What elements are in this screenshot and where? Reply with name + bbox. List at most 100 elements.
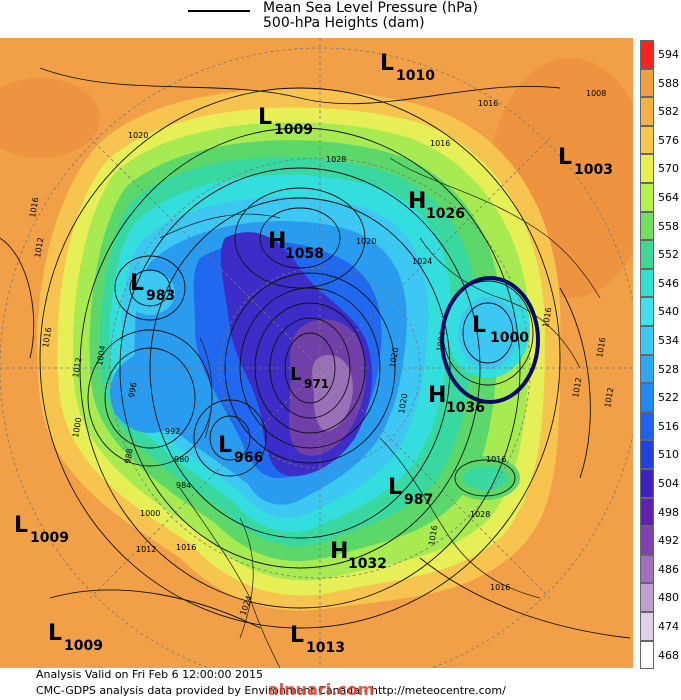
colorbar-label: 528 bbox=[658, 362, 679, 376]
map-legend: Mean Sea Level Pressure (hPa) 500-hPa He… bbox=[0, 0, 681, 38]
legend-heights-label: 500-hPa Heights (dam) bbox=[263, 15, 425, 31]
system-letter: L bbox=[388, 475, 402, 500]
system-letter: H bbox=[428, 383, 446, 408]
colorbar-label: 468 bbox=[658, 648, 679, 662]
isobar-label: 1004 bbox=[95, 345, 107, 367]
system-letter: L bbox=[48, 621, 62, 646]
colorbar-label: 558 bbox=[658, 219, 679, 233]
colorbar-swatch bbox=[640, 125, 654, 155]
colorbar-swatch bbox=[640, 297, 654, 326]
isobar-label: 988 bbox=[123, 448, 135, 465]
colorbar-swatch bbox=[640, 211, 654, 241]
colorbar-label: 504 bbox=[658, 477, 679, 490]
isobar-label: 980 bbox=[174, 455, 189, 464]
isobar-label: 1016 bbox=[490, 583, 510, 592]
system-value: 1010 bbox=[396, 68, 435, 84]
system-letter: L bbox=[380, 51, 394, 76]
system-letter: L bbox=[130, 271, 144, 296]
colorbar-label: 510 bbox=[658, 448, 679, 462]
isobar-label: 1028 bbox=[326, 155, 346, 164]
colorbar-swatch bbox=[640, 583, 654, 612]
colorbar-swatch bbox=[640, 612, 654, 641]
isobar-label: 1016 bbox=[41, 327, 53, 349]
colorbar-label: 552 bbox=[658, 248, 679, 262]
system-value: 1032 bbox=[348, 556, 387, 572]
colorbar-label: 582 bbox=[658, 105, 679, 119]
system-value: 1036 bbox=[446, 400, 485, 416]
isobar-label: 1016 bbox=[28, 197, 40, 219]
system-letter: L bbox=[290, 364, 301, 385]
system-value: 1009 bbox=[64, 638, 103, 654]
isobar-label: 1016 bbox=[430, 139, 450, 148]
colorbar-label: 486 bbox=[658, 562, 679, 576]
system-letter: H bbox=[330, 539, 348, 564]
colorbar-label: 480 bbox=[658, 591, 679, 605]
system-value: 1000 bbox=[490, 330, 529, 346]
system-letter: L bbox=[290, 623, 304, 648]
isobar-label: 1024 bbox=[412, 257, 432, 266]
colorbar-label: 492 bbox=[658, 534, 679, 548]
analysis-valid-text: Analysis Valid on Fri Feb 6 12:00:00 201… bbox=[36, 668, 263, 681]
colorbar-swatch bbox=[640, 68, 654, 98]
isobar-label: 1020 bbox=[388, 347, 400, 369]
height-field-lobe bbox=[458, 297, 518, 369]
height-field-lobe bbox=[463, 466, 507, 490]
system-value: 1013 bbox=[306, 640, 345, 656]
system-value: 1009 bbox=[274, 122, 313, 138]
isobar-label: 1004 bbox=[435, 331, 447, 353]
isobar-label: 996 bbox=[127, 382, 139, 399]
system-letter: L bbox=[558, 145, 572, 170]
colorbar-label: 594 bbox=[658, 48, 679, 61]
system-value: 966 bbox=[234, 450, 263, 466]
isobar-label: 1012 bbox=[603, 387, 615, 409]
colorbar-swatch bbox=[640, 40, 654, 69]
weather-map: 1016 1008 1016 1020 1028 1016 1012 1016 … bbox=[0, 38, 633, 668]
isobar-label: 1012 bbox=[136, 545, 156, 554]
isobar-label: 984 bbox=[176, 481, 191, 490]
isobar-legend-line bbox=[188, 10, 250, 12]
isobar-label: 1008 bbox=[586, 89, 606, 98]
colorbar-swatch bbox=[640, 640, 654, 670]
system-value: 1009 bbox=[30, 530, 69, 546]
height-field-lobe bbox=[110, 353, 190, 433]
colorbar-label: 522 bbox=[658, 391, 679, 405]
colorbar-label: 576 bbox=[658, 133, 679, 147]
highlight-circle bbox=[440, 276, 540, 404]
system-value: 971 bbox=[304, 377, 329, 391]
data-source-text: CMC-GDPS analysis data provided by Envir… bbox=[36, 684, 506, 697]
isobar-label: 1012 bbox=[71, 357, 83, 379]
isobar-label: 1012 bbox=[571, 377, 583, 399]
watermark: alnuari.com bbox=[268, 680, 375, 699]
isobar-label: 1000 bbox=[71, 417, 83, 439]
colorbar-swatch bbox=[640, 469, 654, 498]
colorbar-label: 564 bbox=[658, 191, 679, 204]
colorbar-swatch bbox=[640, 383, 654, 412]
system-letter: L bbox=[14, 513, 28, 538]
system-letter: L bbox=[472, 313, 486, 338]
isobar-label: 1016 bbox=[486, 455, 506, 464]
isobar-label: 1012 bbox=[33, 237, 45, 259]
graticule bbox=[0, 38, 633, 668]
isobar-label: 1020 bbox=[356, 237, 376, 246]
colorbar-swatch bbox=[640, 411, 654, 441]
colorbar-swatch bbox=[640, 440, 654, 469]
pressure-systems: L 1010 L 1009 L 1003 H 1026 H 1058 L 983… bbox=[14, 51, 613, 656]
colorbar-swatch bbox=[640, 326, 654, 355]
colorbar-label: 570 bbox=[658, 162, 679, 176]
system-value: 1003 bbox=[574, 162, 613, 178]
isobar-label: 1016 bbox=[478, 99, 498, 108]
colorbar-label: 546 bbox=[658, 276, 679, 290]
height-field-patch bbox=[0, 78, 100, 158]
isobar-label: 1028 bbox=[470, 510, 490, 519]
isobar-label: 992 bbox=[165, 427, 180, 436]
colorbar-label: 516 bbox=[658, 419, 679, 433]
colorbar-label: 498 bbox=[658, 505, 679, 519]
colorbar-label: 534 bbox=[658, 334, 679, 347]
colorbar-swatch bbox=[640, 554, 654, 584]
coastlines bbox=[159, 157, 601, 668]
colorbar-swatch bbox=[640, 497, 654, 527]
isobar-label: 1016 bbox=[595, 337, 607, 359]
system-letter: L bbox=[218, 433, 232, 458]
system-value: 987 bbox=[404, 492, 433, 508]
colorbar-swatch bbox=[640, 183, 654, 212]
